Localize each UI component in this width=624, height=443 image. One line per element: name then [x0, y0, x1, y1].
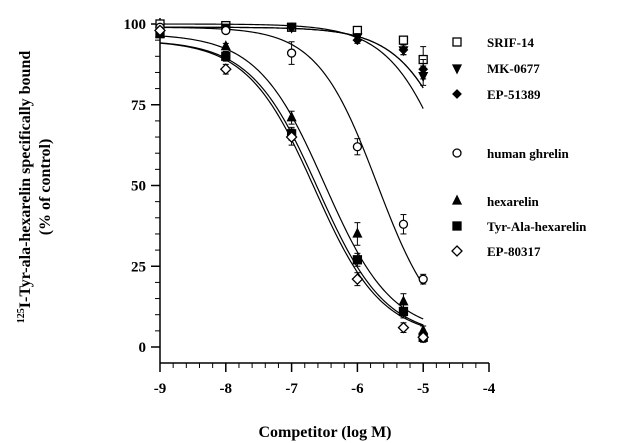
x-tick-label: -8 [220, 381, 233, 397]
data-point [352, 255, 363, 265]
legend-label: EP-80317 [487, 244, 541, 259]
legend-label: EP-51389 [487, 87, 541, 102]
y-tick-label: 100 [124, 17, 147, 33]
y-axis-title-text: I-Tyr-ala-hexarelin specifically bound [17, 51, 34, 309]
data-point [398, 219, 409, 229]
legend-marker [452, 221, 462, 231]
data-point [398, 306, 409, 317]
data-point [418, 274, 428, 284]
data-point [398, 44, 409, 55]
fit-curve [160, 23, 424, 109]
data-point [351, 273, 364, 286]
data-points [154, 19, 430, 344]
fit-curve [159, 35, 424, 320]
data-point [397, 321, 410, 334]
fit-curve [159, 42, 424, 327]
x-tick-label: -6 [351, 381, 364, 397]
legend-marker [452, 148, 462, 158]
y-axis-title-line1: 125I-Tyr-ala-hexarelin specifically boun… [16, 51, 34, 324]
x-axis-title: Competitor (log M) [259, 424, 392, 441]
legend-marker [451, 194, 463, 205]
data-point [221, 25, 231, 36]
data-point [286, 22, 297, 33]
legend-label: SRIF-14 [487, 35, 534, 50]
fit-curve [159, 42, 424, 326]
data-point [398, 35, 409, 45]
fit-curve [159, 26, 424, 286]
axes: 0 25 50 75 100 -9 -8 -7 -6 -5 -4 [124, 17, 496, 397]
legend-label: Tyr-Ala-hexarelin [487, 219, 587, 234]
data-point [286, 48, 297, 58]
data-point [220, 40, 231, 51]
x-tick-label: -7 [285, 381, 298, 397]
legend-marker [452, 37, 462, 47]
legend-label: hexarelin [487, 194, 540, 209]
x-tick-label: -9 [154, 381, 167, 397]
x-tick-label: -4 [483, 381, 496, 397]
legend-marker [451, 245, 463, 257]
legend-marker [451, 64, 463, 75]
y-axis-title-line2: (% of control) [37, 139, 54, 236]
y-tick-label: 50 [131, 179, 146, 195]
data-point [352, 227, 363, 238]
fit-curves [159, 23, 424, 327]
y-axis-title-superscript: 125 [16, 308, 27, 323]
data-point [352, 142, 363, 152]
data-point [418, 64, 429, 75]
data-point [398, 295, 409, 306]
data-point [221, 51, 231, 61]
data-point [219, 63, 232, 76]
legend-label: human ghrelin [487, 146, 570, 161]
y-tick-label: 0 [139, 340, 147, 356]
data-point [154, 24, 166, 37]
y-tick-label: 25 [131, 259, 146, 275]
data-point [286, 111, 297, 122]
x-tick-label: -5 [417, 381, 430, 397]
data-point [285, 131, 298, 143]
legend: SRIF-14 MK-0677 EP-51389 human ghrelin hexar… [451, 35, 587, 259]
legend-marker [452, 89, 462, 99]
data-point [352, 35, 363, 46]
data-point [417, 331, 430, 344]
y-tick-label: 75 [131, 98, 146, 114]
legend-label: MK-0677 [487, 61, 540, 76]
y-axis-title: 125I-Tyr-ala-hexarelin specifically boun… [16, 51, 54, 324]
